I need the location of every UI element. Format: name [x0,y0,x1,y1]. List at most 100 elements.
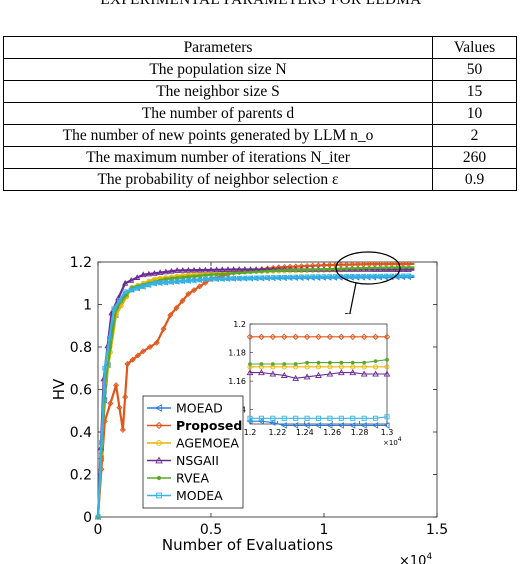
data-point [106,336,112,341]
data-point [258,415,264,421]
inset-x-tick-label: 1.3 [381,428,394,437]
data-point [373,364,379,370]
inset-series-line-modea [250,416,388,419]
data-point [226,271,230,276]
data-point [269,370,277,377]
value-cell: 260 [432,146,517,169]
x-multiplier: ×104 [399,552,432,564]
data-point [259,362,264,366]
data-point [185,290,192,297]
data-point [293,415,299,421]
data-point [113,382,120,389]
data-point [338,364,344,370]
data-point [349,369,357,376]
y-axis-label: HV [50,378,68,400]
x-multiplier-exp: 4 [426,552,432,562]
data-point [270,275,276,280]
data-point [119,426,126,433]
legend-label: MODEA [176,488,223,503]
data-point [315,333,322,341]
data-point [146,282,151,288]
data-point [156,492,162,499]
data-point [326,333,334,341]
data-point [377,266,384,272]
data-point [128,287,134,293]
inset-y-tick-label: 1.16 [228,377,246,386]
y-tick-label: 0.8 [70,340,92,356]
data-point [327,364,333,370]
data-point [310,274,316,280]
data-point [316,360,321,365]
data-point [248,362,252,366]
data-point [158,278,162,283]
param-cell: The number of parents d [3,102,433,125]
data-point [153,339,160,346]
x-tick-label: 1 [320,522,329,538]
data-point [197,274,202,278]
data-point [224,266,232,272]
data-point [292,333,299,341]
data-point [372,370,379,377]
table-row: The neighbor size S 15 [3,80,517,103]
data-point [111,306,117,312]
data-point [258,369,265,376]
inset-x-tick-label: 1.2 [244,428,257,437]
data-point [174,279,180,284]
inset-y-tick-label: 1.18 [228,349,246,358]
x-axis-label: Number of Evaluations [162,536,333,554]
data-point [156,269,164,275]
data-point [367,266,371,270]
data-point [378,273,383,279]
data-point [203,273,208,278]
data-point [169,279,174,285]
data-point [246,333,254,341]
data-point [360,422,367,429]
zoom-arrow [348,282,357,319]
data-point [288,268,292,272]
data-point [253,275,259,281]
data-point [349,274,355,279]
data-point [102,365,108,371]
param-cell: The maximum number of iterations N_iter [3,146,433,169]
y-tick-label: 1.2 [70,255,92,271]
data-point [326,370,334,377]
data-point [162,268,169,275]
data-point [124,360,131,368]
data-point [269,333,277,341]
data-point [122,393,129,400]
data-point [350,415,356,421]
data-point [207,266,215,273]
data-point [173,305,180,312]
data-point [384,265,388,270]
data-point [361,266,366,270]
param-cell: The population size N [3,58,433,81]
data-point [107,400,114,407]
data-point [305,267,309,272]
data-point [196,283,203,290]
legend-label: Proposed [176,418,242,433]
data-point [160,325,167,332]
data-point [350,266,354,271]
data-point [332,274,338,279]
data-point [191,277,197,283]
data-point [151,270,158,276]
data-point [394,266,401,272]
data-point [168,267,175,274]
data-point [303,422,310,429]
data-point [140,348,147,355]
data-point [276,275,282,280]
y-tick-label: 0 [83,510,92,526]
data-point [315,415,322,421]
y-tick-label: 0.6 [70,383,92,399]
data-point [350,360,355,365]
data-point [95,514,101,520]
data-point [362,360,367,365]
data-point [383,273,389,279]
series-line-modea [96,274,415,518]
data-point [321,274,327,280]
data-point [197,277,203,283]
data-point [236,275,242,281]
data-point [231,276,236,281]
data-point [281,333,288,341]
data-point [202,279,209,286]
